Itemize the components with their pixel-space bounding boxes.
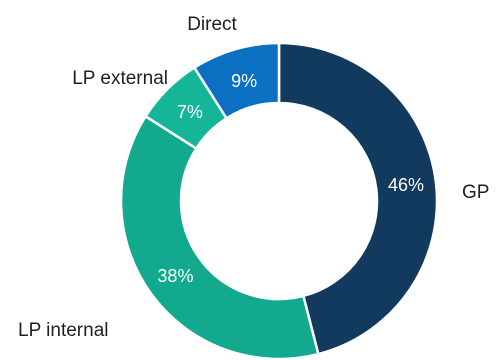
slice-category-label: Direct	[187, 14, 237, 35]
slice-value-label: 9%	[231, 71, 257, 91]
slice-value-label: 46%	[388, 175, 424, 195]
slice-lp-internal	[119, 115, 320, 360]
slice-category-label: GP	[462, 182, 489, 203]
slice-value-label: 38%	[157, 266, 193, 286]
donut-labels: 46% GP 38% LP internal 7% LP external 9% Direct	[18, 14, 489, 341]
slice-category-label: LP external	[72, 68, 168, 89]
slice-category-label: LP internal	[18, 320, 109, 341]
slice-gp	[277, 41, 439, 356]
slice-direct	[193, 41, 281, 120]
donut-slices	[119, 41, 439, 360]
slice-value-label: 7%	[177, 102, 203, 122]
